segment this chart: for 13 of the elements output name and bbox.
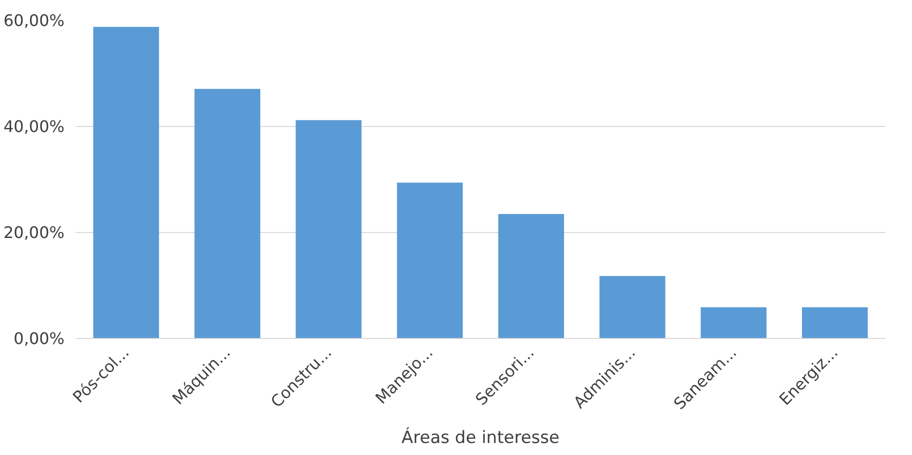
y-tick-label: 20,00% xyxy=(3,223,65,242)
y-tick-label: 40,00% xyxy=(3,117,65,136)
x-axis-title: Áreas de interesse xyxy=(402,426,560,448)
bar xyxy=(599,276,666,338)
y-tick-label: 0,00% xyxy=(14,329,64,348)
bar xyxy=(396,182,463,338)
y-tick-label: 60,00% xyxy=(3,11,65,30)
bar xyxy=(700,307,767,338)
bar xyxy=(93,26,160,338)
bar xyxy=(194,88,260,338)
bar xyxy=(296,120,362,338)
bar xyxy=(498,214,564,338)
bar xyxy=(802,307,868,338)
